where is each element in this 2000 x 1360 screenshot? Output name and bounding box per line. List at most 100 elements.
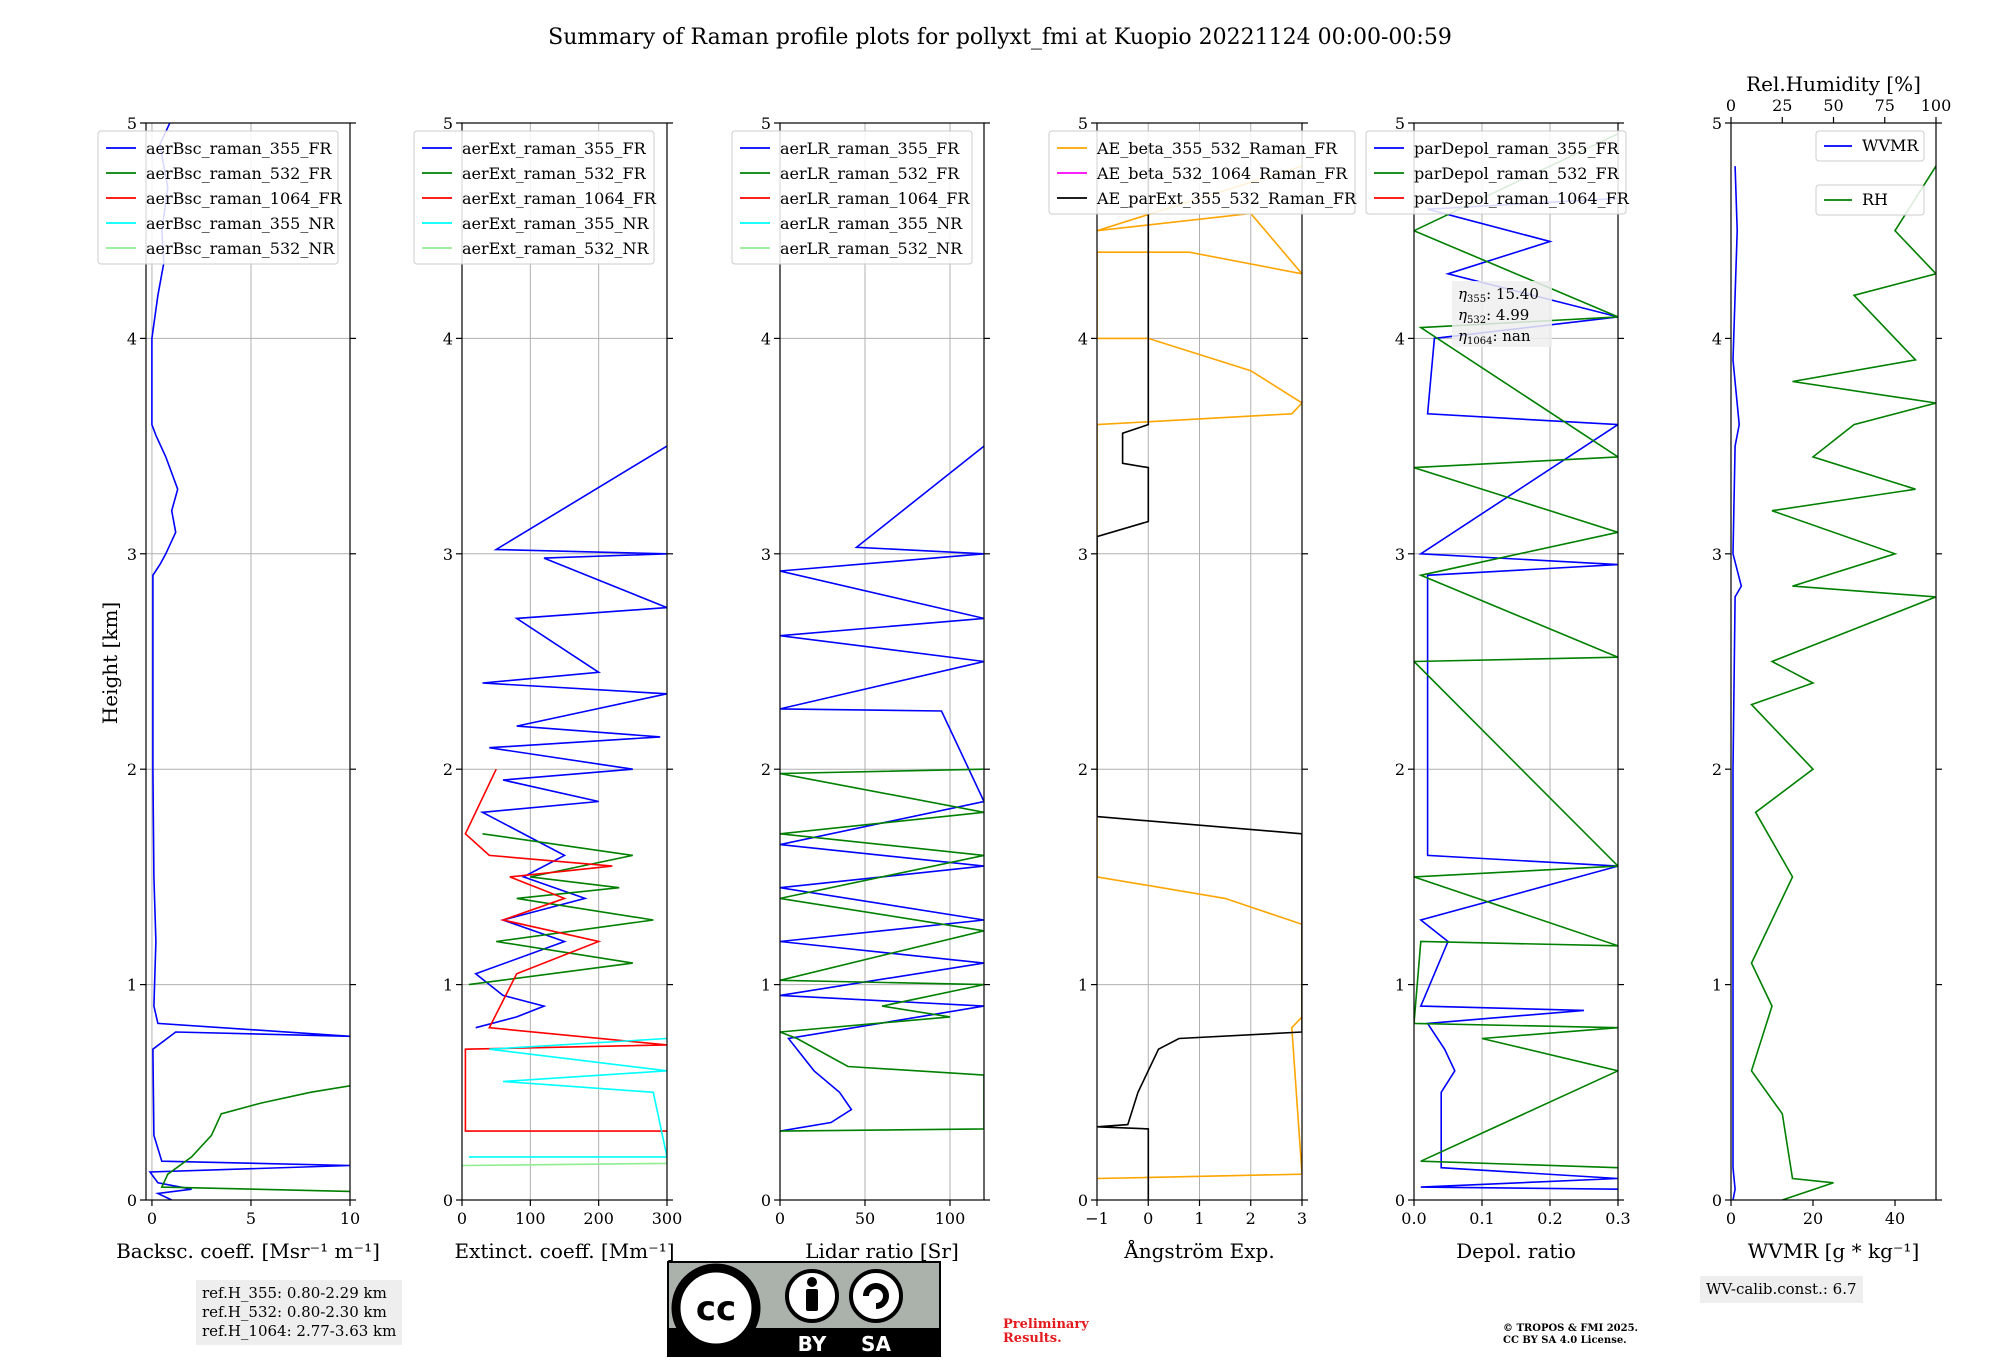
- legend-entry-AE_parExt_355_532_Raman_FR: AE_parExt_355_532_Raman_FR: [1096, 189, 1357, 208]
- series-line-aerBsc_raman_355_FR: [148, 123, 350, 1200]
- x-tick-label: −1: [1085, 1209, 1109, 1228]
- ref-h355: ref.H_355: 0.80-2.29 km: [202, 1284, 387, 1302]
- cc-by-sa-badge[interactable]: cc BY SA: [667, 1261, 941, 1357]
- legend-frame: [731, 130, 973, 265]
- ref-h1064: ref.H_1064: 2.77-3.63 km: [202, 1322, 397, 1340]
- x-axis-label: Backsc. coeff. [Msr⁻¹ m⁻¹]: [116, 1239, 380, 1263]
- plot-frame: [1413, 122, 1619, 1201]
- by-person-head: [807, 1277, 817, 1287]
- sa-share-icon: [849, 1269, 903, 1323]
- y-tick-label: 1: [761, 976, 771, 995]
- y-tick-label: 2: [127, 760, 137, 779]
- legend-entry-AE_beta_532_1064_Raman_FR: AE_beta_532_1064_Raman_FR: [1096, 164, 1348, 183]
- x-tick-label: 0: [1726, 1209, 1736, 1228]
- panel-3: 0 50 100 0 1 2 3 4 5 Lidar ratio [Sr] aerLR_raman_…: [731, 114, 990, 1263]
- x-tick-label: 0.0: [1401, 1209, 1426, 1228]
- ref-h532: ref.H_532: 0.80-2.30 km: [202, 1303, 387, 1321]
- x-tick-label: 50: [855, 1209, 875, 1228]
- y-tick-label: 2: [1395, 760, 1405, 779]
- legend-entry-aerLR_raman_532_FR: aerLR_raman_532_FR: [780, 164, 960, 183]
- legend-entry-parDepol_raman_1064_FR: parDepol_raman_1064_FR: [1414, 189, 1630, 208]
- y-tick-label: 4: [1078, 329, 1088, 348]
- annotation-eta532: η532: 4.99: [1458, 306, 1529, 326]
- plot-frame: [779, 122, 985, 1201]
- legend-entry-aerLR_raman_355_NR: aerLR_raman_355_NR: [780, 214, 963, 233]
- series-group: [462, 445, 667, 1167]
- x-axis-label: Ångström Exp.: [1123, 1238, 1274, 1263]
- legend-entry-aerBsc_raman_1064_FR: aerBsc_raman_1064_FR: [146, 189, 343, 208]
- y-tick-label: 3: [443, 545, 453, 564]
- y-tick-label: 3: [761, 545, 771, 564]
- x-axis-label: WVMR [g * kg⁻¹]: [1748, 1239, 1920, 1263]
- y-tick-label: 5: [1395, 114, 1405, 133]
- y-tick-label: 4: [761, 329, 771, 348]
- y-tick-label: 1: [443, 976, 453, 995]
- top-tick-label: 50: [1823, 96, 1843, 115]
- series-line-aerExt_raman_532_FR: [468, 833, 654, 986]
- legend-frame: [413, 130, 655, 265]
- y-tick-label: 2: [1712, 760, 1722, 779]
- license-sa-text: SA: [861, 1332, 891, 1356]
- legend-entry-aerBsc_raman_355_NR: aerBsc_raman_355_NR: [146, 214, 335, 233]
- series-line-parDepol_raman_532_FR: [1414, 133, 1618, 1169]
- legend: AE_beta_355_532_Raman_FR AE_beta_532_1064…: [1048, 130, 1357, 215]
- legend-entry-WVMR: WVMR: [1862, 136, 1919, 155]
- series-line-AE_parExt_355_532_Raman_FR: [1097, 144, 1302, 1200]
- legend-entry-aerExt_raman_1064_FR: aerExt_raman_1064_FR: [462, 189, 657, 208]
- legend-entry-RH: RH: [1862, 190, 1888, 209]
- series-group: [1732, 165, 1936, 1200]
- legend: parDepol_raman_355_FR parDepol_raman_532_…: [1365, 130, 1630, 215]
- legend-entry-AE_beta_355_532_Raman_FR: AE_beta_355_532_Raman_FR: [1096, 139, 1338, 158]
- y-tick-label: 3: [1712, 545, 1722, 564]
- top-axis-label: Rel.Humidity [%]: [1746, 72, 1921, 96]
- y-tick-label: 0: [1078, 1191, 1088, 1210]
- legend-entry-parDepol_raman_355_FR: parDepol_raman_355_FR: [1414, 139, 1620, 158]
- top-tick-label: 75: [1875, 96, 1895, 115]
- x-axis-label: Extinct. coeff. [Mm⁻¹]: [454, 1239, 674, 1263]
- legend-entry-aerExt_raman_355_FR: aerExt_raman_355_FR: [462, 139, 647, 158]
- copyright-notice: © TROPOS & FMI 2025. CC BY SA 4.0 Licens…: [1503, 1323, 1638, 1347]
- legend-box-WVMR: WVMR: [1815, 130, 1925, 162]
- top-tick-label: 25: [1772, 96, 1792, 115]
- legend-entry-aerExt_raman_355_NR: aerExt_raman_355_NR: [462, 214, 650, 233]
- series-line-aerLR_raman_532_FR: [780, 768, 984, 1132]
- series-group: [148, 123, 350, 1200]
- y-tick-label: 5: [127, 114, 137, 133]
- y-tick-label: 1: [1395, 976, 1405, 995]
- legend-frame: [1815, 184, 1925, 216]
- y-tick-label: 3: [127, 545, 137, 564]
- series-line-aerExt_raman_355_NR: [468, 1037, 667, 1158]
- series-line-aerBsc_raman_532_FR: [160, 1085, 350, 1193]
- y-tick-label: 0: [761, 1191, 771, 1210]
- y-tick-label: 4: [127, 329, 137, 348]
- x-tick-label: 100: [935, 1209, 966, 1228]
- by-person-body: [806, 1289, 818, 1311]
- y-tick-label: 4: [1395, 329, 1405, 348]
- series-line-aerExt_raman_355_FR: [474, 445, 667, 1029]
- plot-frame: [461, 122, 668, 1201]
- legend-frame: [97, 130, 339, 265]
- y-tick-label: 4: [1712, 329, 1722, 348]
- y-axis-label: Height [km]: [98, 602, 122, 724]
- legend-entry-aerLR_raman_532_NR: aerLR_raman_532_NR: [780, 239, 963, 258]
- x-tick-label: 3: [1297, 1209, 1307, 1228]
- legend-entry-aerBsc_raman_355_FR: aerBsc_raman_355_FR: [146, 139, 332, 158]
- x-tick-label: 200: [583, 1209, 614, 1228]
- y-tick-label: 5: [443, 114, 453, 133]
- legend-entry-aerBsc_raman_532_FR: aerBsc_raman_532_FR: [146, 164, 332, 183]
- legend-box-RH: RH: [1815, 184, 1925, 216]
- series-line-aerExt_raman_532_NR: [462, 1156, 667, 1167]
- y-tick-label: 1: [127, 976, 137, 995]
- legend-entry-aerLR_raman_1064_FR: aerLR_raman_1064_FR: [780, 189, 970, 208]
- legend-entry-aerLR_raman_355_FR: aerLR_raman_355_FR: [780, 139, 960, 158]
- x-tick-label: 0: [1143, 1209, 1153, 1228]
- top-tick-label: 0: [1726, 96, 1736, 115]
- y-tick-label: 1: [1078, 976, 1088, 995]
- y-tick-label: 0: [443, 1191, 453, 1210]
- eta-annotation-box: [1452, 281, 1552, 347]
- y-tick-label: 4: [443, 329, 453, 348]
- x-tick-label: 40: [1885, 1209, 1905, 1228]
- legend-frame: [1048, 130, 1356, 215]
